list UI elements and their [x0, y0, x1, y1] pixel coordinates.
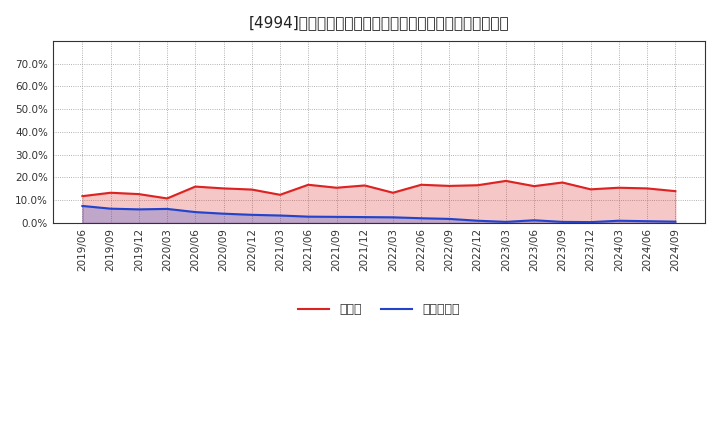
現領金: [558, 180, 567, 185]
有利子負債: [473, 218, 482, 224]
有利子負債: [191, 209, 199, 215]
現領金: [107, 190, 115, 195]
有利子負債: [135, 207, 143, 212]
現領金: [586, 187, 595, 192]
Line: 有利子負債: 有利子負債: [82, 206, 675, 222]
現領金: [163, 196, 171, 201]
有利子負債: [220, 211, 228, 216]
有利子負債: [107, 206, 115, 211]
有利子負債: [304, 214, 312, 219]
現領金: [417, 182, 426, 187]
Title: [4994]　現領金、有利子負債の総資産に対する比率の推移: [4994] 現領金、有利子負債の総資産に対する比率の推移: [248, 15, 509, 30]
現領金: [473, 183, 482, 188]
Legend: 現領金, 有利子負債: 現領金, 有利子負債: [293, 298, 464, 322]
現領金: [361, 183, 369, 188]
現領金: [276, 192, 284, 198]
現領金: [530, 183, 539, 189]
現領金: [78, 194, 86, 199]
有利子負債: [615, 218, 624, 224]
Line: 現領金: 現領金: [82, 181, 675, 198]
有利子負債: [78, 203, 86, 209]
現領金: [671, 188, 680, 194]
有利子負債: [586, 220, 595, 225]
現領金: [191, 184, 199, 189]
有利子負債: [558, 219, 567, 224]
現領金: [332, 185, 341, 191]
現領金: [445, 183, 454, 188]
現領金: [643, 186, 652, 191]
有利子負債: [417, 216, 426, 221]
現領金: [220, 186, 228, 191]
現領金: [615, 185, 624, 191]
有利子負債: [332, 214, 341, 220]
現領金: [135, 191, 143, 197]
有利子負債: [163, 206, 171, 212]
現領金: [389, 190, 397, 195]
有利子負債: [530, 218, 539, 223]
現領金: [248, 187, 256, 192]
有利子負債: [276, 213, 284, 218]
現領金: [304, 182, 312, 187]
有利子負債: [445, 216, 454, 222]
有利子負債: [643, 219, 652, 224]
有利子負債: [502, 219, 510, 224]
有利子負債: [389, 215, 397, 220]
現領金: [502, 178, 510, 183]
有利子負債: [671, 219, 680, 224]
有利子負債: [248, 212, 256, 217]
有利子負債: [361, 214, 369, 220]
